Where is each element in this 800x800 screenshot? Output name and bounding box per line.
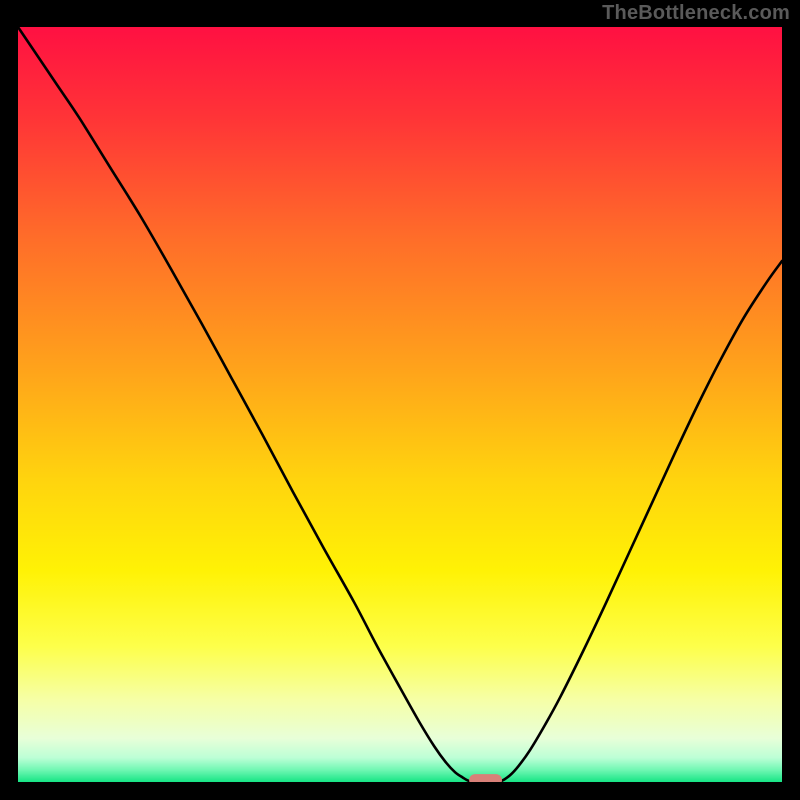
bottleneck-curve-line xyxy=(18,27,782,782)
plot-area xyxy=(18,27,782,782)
plot-svg xyxy=(18,27,782,782)
watermark-text: TheBottleneck.com xyxy=(602,2,790,25)
chart-frame: TheBottleneck.com xyxy=(0,0,800,800)
optimal-point-marker xyxy=(469,774,502,782)
